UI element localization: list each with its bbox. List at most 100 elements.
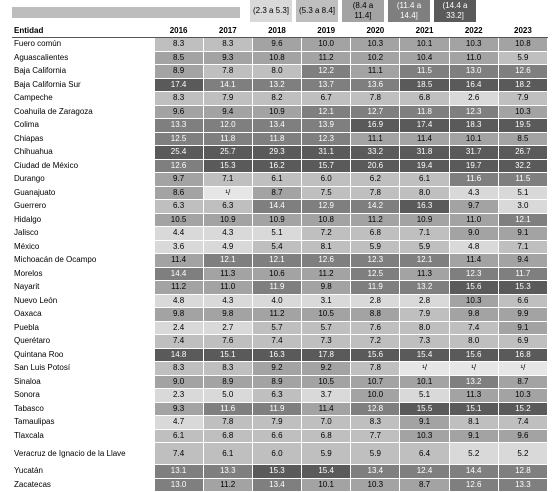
value-cell: 11.7 (498, 267, 549, 281)
value-cell: 10.3 (350, 478, 401, 492)
table-row: Morelos 14.4 11.3 10.6 11.2 12.5 11.3 12.3 11.7 (12, 267, 549, 281)
row-label: Colima (12, 118, 155, 133)
value-cell: 10.0 (350, 388, 401, 403)
row-label: Jalisco (12, 226, 155, 241)
value-cell: 15.1 (203, 348, 253, 362)
row-label: Hidalgo (12, 213, 155, 227)
value-cell: 13.6 (350, 78, 401, 92)
value-cell: 7.2 (350, 334, 401, 349)
value-cell: 3.0 (498, 199, 549, 214)
value-cell: 9.6 (252, 37, 303, 52)
table-row: Chihuahua 25.4 25.7 29.3 31.1 33.2 31.8 31.7 26.… (12, 145, 549, 160)
value-cell: 10.9 (252, 213, 303, 227)
value-cell: 8.9 (203, 375, 253, 389)
table-row: Yucatán 13.1 13.3 15.3 15.4 13.4 12.4 14.4 12.8 (12, 464, 549, 479)
value-cell: 12.3 (350, 253, 401, 268)
value-cell: 15.6 (449, 348, 499, 362)
row-label: Zacatecas (12, 478, 155, 492)
value-cell: 11.9 (350, 280, 401, 295)
legend-item: (8.4 a 11.4] (342, 0, 384, 22)
row-label: Guerrero (12, 199, 155, 214)
value-cell: 31.7 (449, 145, 499, 160)
table-row: Querétaro 7.4 7.6 7.4 7.3 7.2 7.3 8.0 6.9 (12, 334, 549, 349)
value-cell: 10.1 (399, 375, 450, 389)
value-cell: 13.9 (301, 118, 352, 133)
value-cell: 11.0 (449, 213, 499, 227)
value-cell: 11.0 (449, 51, 499, 65)
value-cell: 5.9 (350, 240, 401, 254)
value-cell: 7.4 (154, 334, 204, 349)
value-cell: 8.3 (154, 91, 204, 106)
value-cell: 5.1 (252, 226, 303, 241)
value-cell: 5.9 (399, 240, 450, 254)
column-header: 2020 (350, 25, 400, 38)
value-cell: 6.9 (498, 334, 549, 349)
value-cell: 8.3 (154, 361, 204, 376)
table-row: Coahuila de Zaragoza 9.6 9.4 10.9 12.1 12.7 11… (12, 105, 549, 119)
value-cell: 11.0 (203, 280, 253, 295)
value-cell: 33.2 (350, 145, 401, 160)
value-cell: 13.3 (154, 118, 204, 133)
value-cell: 18.3 (449, 118, 499, 133)
row-label: Aguascalientes (12, 51, 155, 65)
value-cell: 31.8 (399, 145, 450, 160)
row-label: Coahuila de Zaragoza (12, 105, 155, 119)
value-cell: 2.8 (350, 294, 401, 308)
value-cell: 7.2 (301, 226, 352, 241)
value-cell: 9.9 (498, 307, 549, 322)
value-cell: 11.1 (350, 132, 401, 146)
value-cell: 10.5 (301, 307, 352, 322)
value-cell: 9.8 (301, 280, 352, 295)
value-cell: 7.4 (449, 321, 499, 335)
value-cell: 5.1 (498, 186, 549, 200)
value-cell: 6.4 (399, 442, 450, 465)
value-cell: 7.3 (399, 334, 450, 349)
value-cell: 13.3 (498, 478, 549, 492)
value-cell: 15.5 (399, 402, 450, 416)
table-row: Quintana Roo 14.8 15.1 16.3 17.8 15.6 15.4 15.6… (12, 348, 549, 362)
value-cell: 12.1 (203, 253, 253, 268)
value-cell: 13.2 (252, 78, 303, 92)
row-label: Tamaulipas (12, 415, 155, 430)
value-cell: 6.1 (252, 172, 303, 187)
value-cell: 13.3 (203, 464, 253, 479)
row-label: Baja California Sur (12, 78, 155, 92)
value-cell: 17.4 (399, 118, 450, 133)
row-label: Campeche (12, 91, 155, 106)
row-label: Morelos (12, 267, 155, 281)
value-cell: ¹/ (498, 361, 549, 376)
value-cell: 13.2 (449, 375, 499, 389)
row-label: Ciudad de México (12, 159, 155, 173)
value-cell: 10.7 (350, 375, 401, 389)
value-cell: 16.9 (350, 118, 401, 133)
value-cell: 8.9 (154, 64, 204, 79)
table-row: Aguascalientes 8.5 9.3 10.8 11.2 10.2 10.4 11.0… (12, 51, 549, 65)
row-label: Tlaxcala (12, 429, 155, 443)
value-cell: 10.2 (350, 51, 401, 65)
value-cell: 12.6 (301, 253, 352, 268)
value-cell: 7.3 (301, 334, 352, 349)
value-cell: 2.6 (449, 91, 499, 106)
table-row: Tabasco 9.3 11.6 11.9 11.4 12.8 15.5 15.1 15.2 (12, 402, 549, 416)
value-cell: 11.3 (399, 267, 450, 281)
value-cell: 11.9 (252, 402, 303, 416)
value-cell: 25.4 (154, 145, 204, 160)
value-cell: 9.1 (399, 415, 450, 430)
value-cell: 2.4 (154, 321, 204, 335)
value-cell: 11.3 (203, 267, 253, 281)
value-cell: 4.3 (449, 186, 499, 200)
value-cell: 8.3 (154, 37, 204, 52)
value-cell: 2.3 (154, 388, 204, 403)
value-cell: 11.6 (203, 402, 253, 416)
value-cell: 12.3 (449, 267, 499, 281)
value-cell: 20.6 (350, 159, 401, 173)
value-cell: 12.5 (154, 132, 204, 146)
value-cell: 12.3 (301, 132, 352, 146)
value-cell: 9.1 (449, 429, 499, 443)
value-cell: 32.2 (498, 159, 549, 173)
value-cell: ¹/ (203, 186, 253, 200)
value-cell: 12.8 (498, 464, 549, 479)
value-cell: 6.8 (399, 91, 450, 106)
table-row: Veracruz de Ignacio de la Llave 7.4 6.1 6.0… (12, 442, 549, 465)
value-cell: 7.1 (399, 226, 450, 241)
